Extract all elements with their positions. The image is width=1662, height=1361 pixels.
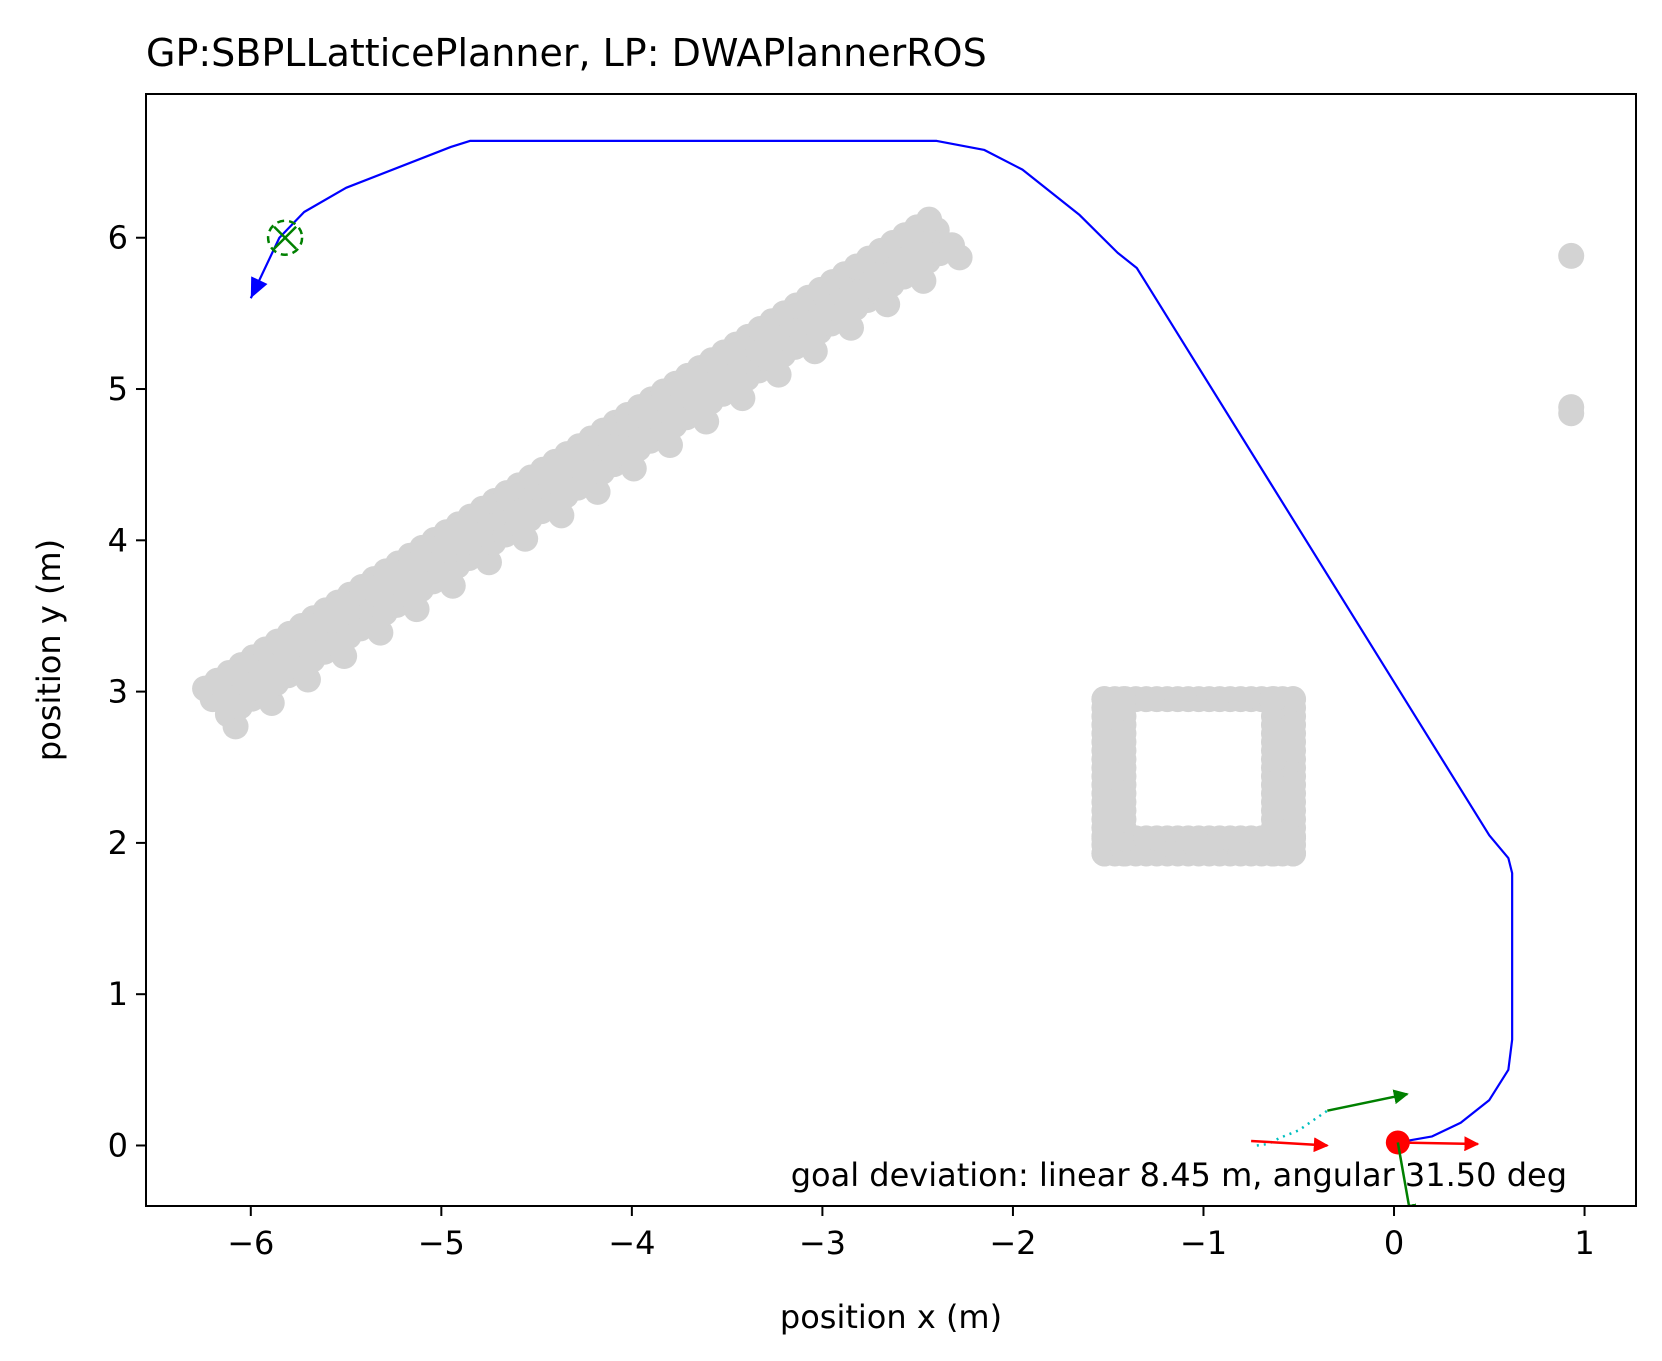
goal-marker-cross — [273, 225, 297, 250]
obstacle-point — [874, 291, 901, 318]
obstacle-point — [693, 408, 720, 435]
obstacle-point — [656, 431, 683, 458]
obstacle-point — [801, 338, 828, 365]
green-arrow — [1327, 1089, 1409, 1112]
obstacle-point — [1558, 400, 1585, 427]
x-tick-label: −1 — [1180, 1224, 1227, 1262]
plot-area — [192, 139, 1585, 1206]
y-tick-label: 1 — [108, 975, 128, 1013]
red-arrow — [1397, 1136, 1480, 1152]
y-axis-label: position y (m) — [30, 539, 68, 761]
x-axis-label: position x (m) — [780, 1298, 1002, 1336]
robot-path-line — [249, 139, 1514, 1144]
obstacle-point — [403, 596, 430, 623]
obstacle-point — [331, 643, 358, 670]
y-axis: 0 1 2 3 4 5 6 — [108, 219, 146, 1164]
obstacle-point — [837, 314, 864, 341]
obstacle-point — [475, 549, 502, 576]
goal-marker — [266, 219, 304, 256]
y-tick-label: 3 — [108, 673, 128, 711]
obstacle-point — [910, 267, 937, 294]
obstacle-point — [1280, 825, 1307, 852]
x-tick-label: −2 — [989, 1224, 1036, 1262]
y-tick-label: 0 — [108, 1126, 128, 1164]
obstacle-point — [1558, 242, 1585, 269]
plot-content — [192, 139, 1585, 1206]
obstacle-point — [439, 572, 466, 599]
start-trace — [1256, 1109, 1329, 1147]
y-tick-label: 5 — [108, 370, 128, 408]
x-axis: −6 −5 −4 −3 −2 −1 0 1 — [227, 1206, 1595, 1262]
obstacle-point — [294, 666, 321, 693]
robot-path-arrowhead — [250, 276, 268, 299]
y-tick-label: 4 — [108, 521, 128, 559]
obstacle-point — [512, 525, 539, 552]
y-tick-label: 2 — [108, 824, 128, 862]
x-tick-label: −6 — [227, 1224, 274, 1262]
obstacle-point — [1110, 686, 1137, 713]
obstacle-point — [1260, 686, 1287, 713]
chart-title: GP:SBPLLatticePlanner, LP: DWAPlannerROS — [146, 31, 987, 75]
obstacle-point — [1091, 686, 1118, 713]
obstacle-point — [765, 361, 792, 388]
obstacle-point — [729, 385, 756, 412]
obstacle-point — [258, 689, 285, 716]
x-tick-label: 1 — [1574, 1224, 1594, 1262]
obstacle-point — [222, 713, 249, 740]
obstacle-point — [548, 502, 575, 529]
x-tick-label: −4 — [608, 1224, 655, 1262]
x-tick-label: −5 — [418, 1224, 465, 1262]
goal-deviation-annotation: goal deviation: linear 8.45 m, angular 3… — [791, 1156, 1567, 1194]
red-arrow — [1251, 1137, 1329, 1153]
x-tick-label: 0 — [1384, 1224, 1404, 1262]
obstacle-point — [1280, 686, 1307, 713]
obstacle-point — [620, 455, 647, 482]
obstacle-point — [946, 244, 973, 271]
y-tick-label: 6 — [108, 219, 128, 257]
obstacle-point — [916, 206, 943, 233]
obstacle-point — [584, 478, 611, 505]
axes-frame — [145, 93, 1637, 1207]
x-tick-label: −3 — [799, 1224, 846, 1262]
obstacle-point — [367, 619, 394, 646]
